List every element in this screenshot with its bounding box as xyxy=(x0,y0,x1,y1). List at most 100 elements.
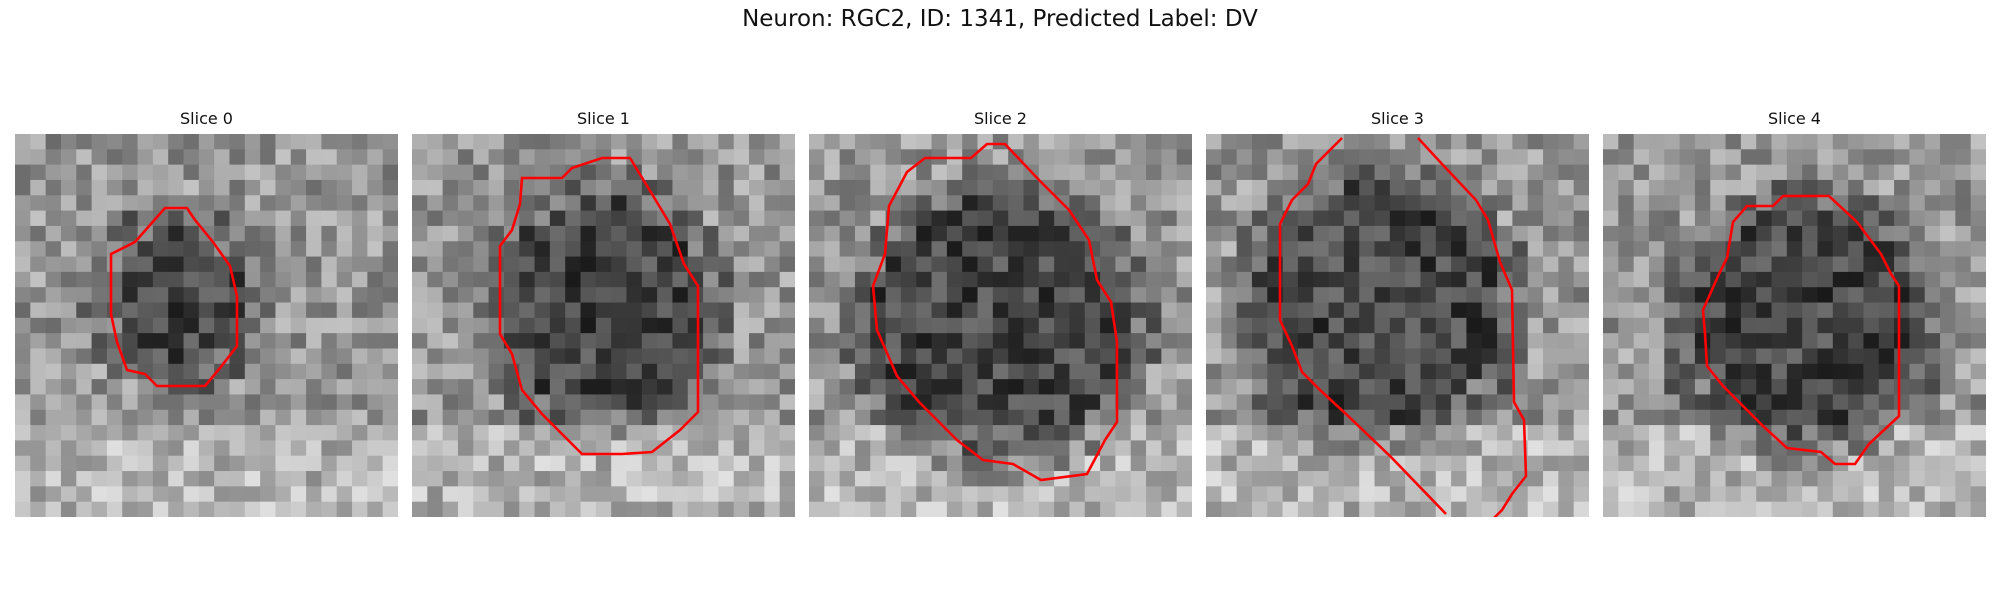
pixel xyxy=(1023,179,1040,196)
pixel xyxy=(1100,379,1116,396)
pixel xyxy=(1924,302,1941,319)
pixel xyxy=(1894,179,1910,196)
pixel xyxy=(1802,271,1819,288)
pixel xyxy=(1054,210,1071,227)
pixel xyxy=(946,287,963,304)
pixel xyxy=(1924,317,1941,334)
pixel xyxy=(1924,210,1941,227)
pixel xyxy=(1297,363,1314,380)
pixel xyxy=(1909,440,1926,457)
pixel xyxy=(1863,149,1880,166)
pixel xyxy=(290,256,307,273)
pixel xyxy=(1251,440,1268,457)
pixel xyxy=(1970,302,1986,319)
pixel xyxy=(916,287,933,304)
pixel xyxy=(946,256,963,273)
pixel xyxy=(824,149,841,166)
pixel xyxy=(1069,363,1086,380)
pixel xyxy=(1328,225,1345,242)
pixel xyxy=(76,317,93,334)
pixel xyxy=(1771,363,1788,380)
pixel xyxy=(779,241,795,258)
pixel xyxy=(1221,333,1238,350)
pixel xyxy=(1970,149,1986,166)
pixel xyxy=(1924,149,1941,166)
pixel xyxy=(1573,425,1589,441)
pixel xyxy=(1878,195,1895,212)
pixel xyxy=(565,271,582,288)
pixel xyxy=(1420,241,1437,258)
pixel xyxy=(900,440,917,457)
pixel xyxy=(779,164,795,181)
pixel xyxy=(1466,333,1483,350)
pixel xyxy=(1435,379,1452,396)
pixel xyxy=(1786,256,1803,273)
pixel xyxy=(992,409,1009,426)
pixel xyxy=(336,394,353,411)
pixel xyxy=(809,287,825,304)
pixel xyxy=(457,210,474,227)
pixel xyxy=(1054,333,1071,350)
pixel xyxy=(352,241,368,258)
pixel xyxy=(931,317,948,334)
pixel xyxy=(352,256,368,273)
pixel xyxy=(1710,409,1727,426)
pixel xyxy=(703,179,719,196)
pixel xyxy=(1328,425,1345,441)
pixel xyxy=(106,394,123,411)
pixel xyxy=(1786,455,1803,472)
pixel xyxy=(1374,225,1391,242)
pixel xyxy=(580,271,597,288)
pixel xyxy=(854,471,871,487)
pixel xyxy=(106,440,123,457)
pixel xyxy=(15,471,31,487)
pixel xyxy=(1802,394,1819,411)
pixel xyxy=(641,317,658,334)
pixel xyxy=(1512,256,1529,273)
pixel xyxy=(946,241,963,258)
pixel xyxy=(1863,348,1880,365)
pixel xyxy=(321,425,338,441)
pixel xyxy=(1267,455,1284,472)
pixel xyxy=(1161,195,1178,212)
pixel xyxy=(1832,317,1849,334)
pixel xyxy=(1924,409,1941,426)
pixel xyxy=(1832,333,1849,350)
pixel xyxy=(1282,379,1299,396)
pixel xyxy=(1543,379,1559,396)
pixel xyxy=(1786,348,1803,365)
pixel xyxy=(214,149,231,166)
pixel xyxy=(1435,486,1452,503)
pixel xyxy=(106,471,123,487)
pixel xyxy=(106,302,123,319)
pixel xyxy=(549,302,566,319)
pixel xyxy=(992,271,1009,288)
pixel xyxy=(1909,210,1926,227)
pixel xyxy=(733,501,750,517)
pixel xyxy=(1038,195,1055,212)
pixel xyxy=(1466,195,1483,212)
pixel xyxy=(733,271,750,288)
pixel xyxy=(1618,210,1635,227)
pixel xyxy=(1069,317,1086,334)
pixel xyxy=(290,363,307,380)
pixel xyxy=(168,271,185,288)
pixel xyxy=(1008,134,1025,150)
pixel xyxy=(1328,379,1345,396)
pixel xyxy=(1924,348,1941,365)
pixel xyxy=(626,501,643,517)
pixel xyxy=(457,287,474,304)
pixel xyxy=(1343,348,1360,365)
pixel xyxy=(534,363,551,380)
pixel xyxy=(1328,486,1345,503)
pixel xyxy=(839,394,856,411)
pixel xyxy=(1481,302,1498,319)
slice-panel-0: Slice 0 xyxy=(15,108,398,517)
pixel xyxy=(900,317,917,334)
pixel xyxy=(854,333,871,350)
pixel xyxy=(931,394,948,411)
pixel xyxy=(1817,302,1834,319)
pixel xyxy=(336,348,353,365)
pixel xyxy=(1343,363,1360,380)
pixel xyxy=(1420,149,1437,166)
